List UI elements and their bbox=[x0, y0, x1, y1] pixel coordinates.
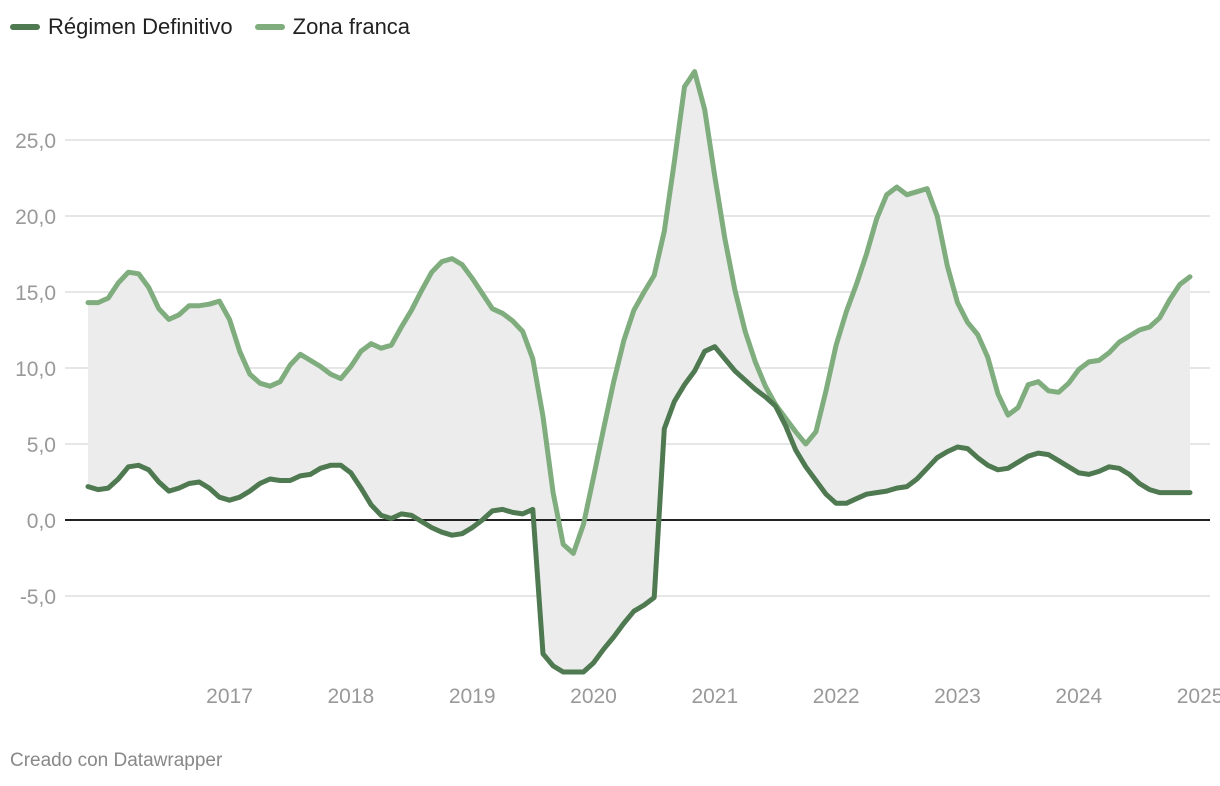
x-tick-label: 2025 bbox=[1177, 685, 1220, 708]
series-line-zona-franca bbox=[85, 69, 1193, 556]
y-tick-label: 15,0 bbox=[15, 282, 56, 305]
x-tick-label: 2021 bbox=[691, 685, 738, 708]
y-tick-label: 25,0 bbox=[15, 130, 56, 153]
x-tick-label: 2020 bbox=[570, 685, 617, 708]
y-tick-label: 10,0 bbox=[15, 358, 56, 381]
y-tick-label: 20,0 bbox=[15, 206, 56, 229]
x-tick-label: 2022 bbox=[813, 685, 860, 708]
x-tick-label: 2024 bbox=[1055, 685, 1102, 708]
y-tick-label: -5,0 bbox=[20, 586, 56, 609]
range-fill-area bbox=[88, 71, 1190, 673]
legend-label-definitivo: Régimen Definitivo bbox=[48, 14, 233, 39]
x-tick-label: 2017 bbox=[206, 685, 253, 708]
legend-item-definitivo: Régimen Definitivo bbox=[10, 14, 233, 40]
series-line-definitivo bbox=[85, 344, 1193, 675]
x-tick-label: 2023 bbox=[934, 685, 981, 708]
chart-legend: Régimen Definitivo Zona franca bbox=[10, 14, 410, 40]
legend-label-zona-franca: Zona franca bbox=[292, 14, 411, 39]
legend-swatch-definitivo bbox=[10, 24, 40, 30]
x-tick-label: 2018 bbox=[328, 685, 375, 708]
y-tick-label: 5,0 bbox=[27, 434, 56, 457]
y-tick-label: 0,0 bbox=[27, 510, 56, 533]
legend-item-zona-franca: Zona franca bbox=[254, 14, 411, 40]
x-tick-label: 2019 bbox=[449, 685, 496, 708]
credit-text: Creado con Datawrapper bbox=[10, 750, 223, 771]
legend-swatch-zona-franca bbox=[254, 24, 285, 30]
